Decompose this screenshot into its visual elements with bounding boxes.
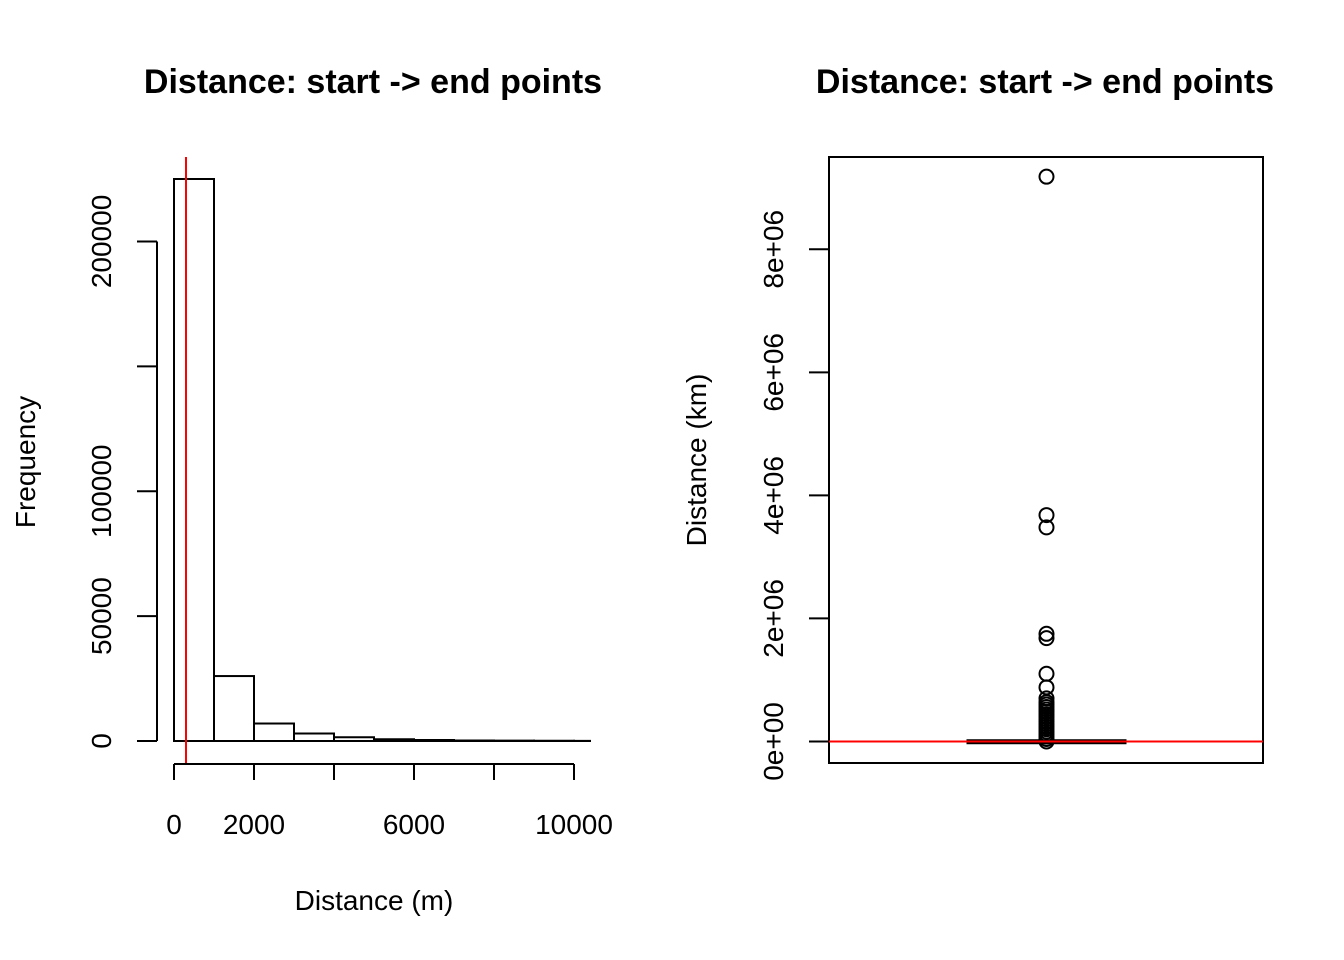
boxplot-outlier-2 — [1038, 519, 1055, 536]
histogram-title: Distance: start -> end points — [144, 63, 602, 101]
histogram-bars — [173, 178, 591, 743]
histogram-y-tick-label-3: 200000 — [86, 195, 117, 288]
histogram-x-tick-label-3: 10000 — [535, 809, 613, 840]
boxplot-y-tick-label-0: 0e+00 — [758, 702, 789, 781]
histogram-y-axis: 0 50000 100000 200000 — [86, 195, 158, 749]
histogram-bar-5 — [373, 738, 415, 742]
boxplot-outlier-1 — [1038, 507, 1055, 524]
histogram-x-tick-label-2: 6000 — [383, 809, 445, 840]
boxplot-title: Distance: start -> end points — [816, 63, 1274, 101]
histogram-bar-6 — [413, 739, 455, 743]
histogram-bar-1 — [213, 675, 255, 743]
boxplot-outlier-3 — [1038, 625, 1055, 642]
histogram-y-tick-label-0: 0 — [86, 733, 117, 749]
histogram-x-tick-label-0: 0 — [166, 809, 182, 840]
boxplot-y-tick-label-2: 4e+06 — [758, 456, 789, 535]
boxplot-outlier-4 — [1038, 630, 1055, 647]
histogram-y-axis-label: Frequency — [10, 396, 41, 528]
histogram-bar-2 — [253, 722, 295, 743]
histogram-y-tick-label-1: 50000 — [86, 577, 117, 655]
histogram-x-axis-label: Distance (m) — [295, 885, 454, 916]
boxplot-plot-frame — [828, 156, 1264, 764]
boxplot-panel: Distance: start -> end points Distance (… — [681, 63, 1274, 781]
histogram-bar-3 — [293, 732, 335, 742]
histogram-y-tick-label-2: 100000 — [86, 445, 117, 538]
boxplot-y-tick-label-3: 6e+06 — [758, 333, 789, 412]
histogram-x-tick-label-1: 2000 — [223, 809, 285, 840]
histogram-panel: Distance: start -> end points Distance (… — [10, 63, 613, 916]
histogram-x-axis: 0 2000 6000 10000 — [166, 763, 613, 840]
boxplot-y-tick-label-4: 8e+06 — [758, 210, 789, 289]
boxplot-outlier-5 — [1038, 665, 1055, 682]
histogram-bar-0 — [173, 178, 215, 742]
boxplot-outlier-0 — [1038, 168, 1055, 185]
boxplot-y-axis: 0e+00 2e+06 4e+06 6e+06 8e+06 — [758, 210, 829, 781]
boxplot-outliers — [1038, 168, 1055, 750]
boxplot-y-tick-label-1: 2e+06 — [758, 579, 789, 658]
histogram-bar-4 — [333, 736, 375, 743]
boxplot-y-axis-label: Distance (km) — [681, 374, 712, 547]
